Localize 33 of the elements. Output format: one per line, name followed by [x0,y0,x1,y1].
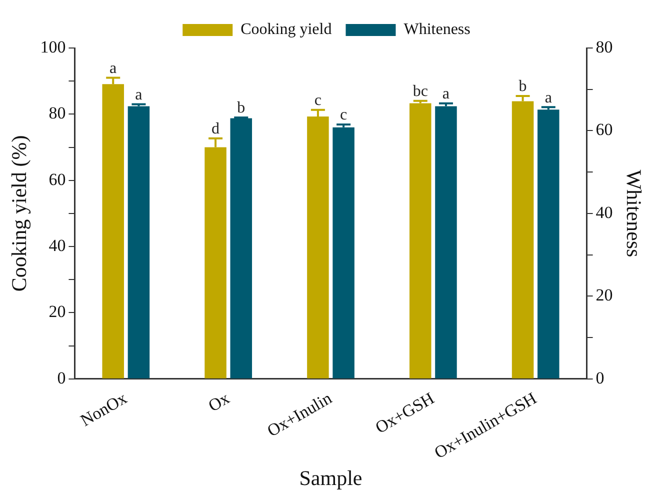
y-tick-label: 0 [57,368,66,388]
y2-tick-label: 20 [596,286,613,305]
bar [128,106,150,378]
y2-axis-title: Whiteness [622,170,646,258]
bar [409,103,432,378]
legend-label: Cooking yield [240,21,332,38]
y2-tick-label: 0 [596,368,604,388]
data-label: b [237,100,246,117]
y2-tick-label: 80 [596,37,613,56]
data-label: b [518,78,527,96]
y2-tick-label: 40 [596,202,613,222]
legend-label: Whiteness [404,21,470,38]
data-label: bc [412,83,428,100]
data-label: a [544,89,552,106]
bar [230,118,252,378]
y2-tick-label: 60 [596,120,613,140]
y-tick-label: 100 [40,37,66,56]
data-label: d [212,120,220,138]
data-label: c [314,92,322,110]
bar [435,106,457,378]
y-axis-title: Cooking yield (%) [7,135,32,292]
x-axis-title: Sample [299,466,362,490]
y-tick-label: 80 [48,104,66,123]
y-tick-label: 60 [48,170,66,189]
y-tick-label: 20 [48,302,66,322]
data-label: a [442,86,450,103]
x-tick-label: Ox [205,388,233,416]
bar [538,110,560,378]
bar [332,127,354,378]
data-label: a [110,60,117,77]
data-label: c [340,106,348,124]
y-tick-label: 40 [48,236,66,255]
data-label: a [135,86,142,104]
